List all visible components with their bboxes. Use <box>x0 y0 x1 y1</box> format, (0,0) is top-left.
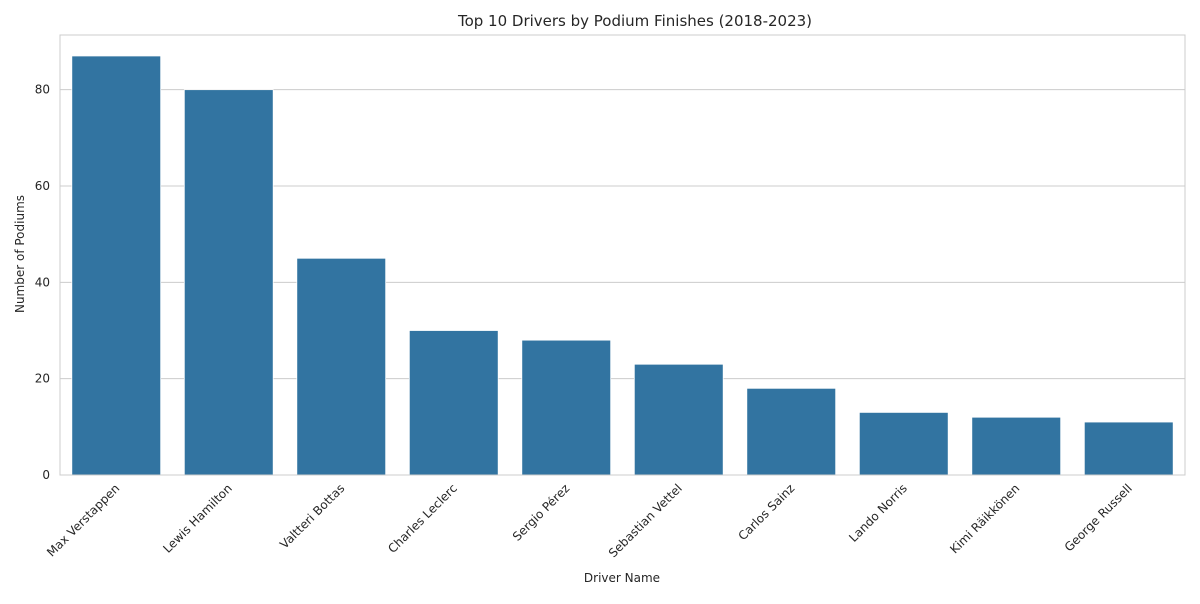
x-tick-labels: Max Verstappen Lewis Hamilton Valtteri Bot… <box>44 481 1135 560</box>
y-tick-label: 80 <box>35 83 50 97</box>
x-tick-label: Lando Norris <box>846 481 910 545</box>
y-tick-label: 60 <box>35 179 50 193</box>
y-tick-label: 20 <box>35 372 50 386</box>
y-tick-labels: 0 20 40 60 80 <box>35 83 50 482</box>
bar <box>746 387 837 476</box>
bar <box>633 363 724 476</box>
plot-frame <box>59 34 1186 476</box>
x-tick-label: Max Verstappen <box>44 481 122 559</box>
bars <box>71 55 1174 476</box>
x-tick-label: Lewis Hamilton <box>160 481 235 556</box>
x-tick-label: Kimi Räikkönen <box>947 481 1022 556</box>
x-tick-label: Valtteri Bottas <box>277 481 347 551</box>
y-tick-label: 0 <box>42 468 50 482</box>
x-tick-label: George Russell <box>1062 481 1135 554</box>
y-axis-label: Number of Podiums <box>13 195 27 313</box>
bar <box>858 411 949 476</box>
bar <box>71 55 162 476</box>
x-tick-label: Carlos Sainz <box>735 481 797 543</box>
bar <box>971 416 1062 476</box>
x-tick-label: Sebastian Vettel <box>606 481 685 560</box>
y-tick-label: 40 <box>35 275 50 289</box>
x-tick-label: Sergio Pérez <box>510 481 572 543</box>
chart-title: Top 10 Drivers by Podium Finishes (2018-… <box>457 12 812 30</box>
bar <box>408 330 499 476</box>
bar <box>1083 421 1174 476</box>
bar <box>296 257 387 476</box>
x-axis-label: Driver Name <box>584 571 660 585</box>
bar <box>183 89 274 476</box>
x-tick-label: Charles Leclerc <box>385 481 460 556</box>
bar <box>521 339 612 476</box>
